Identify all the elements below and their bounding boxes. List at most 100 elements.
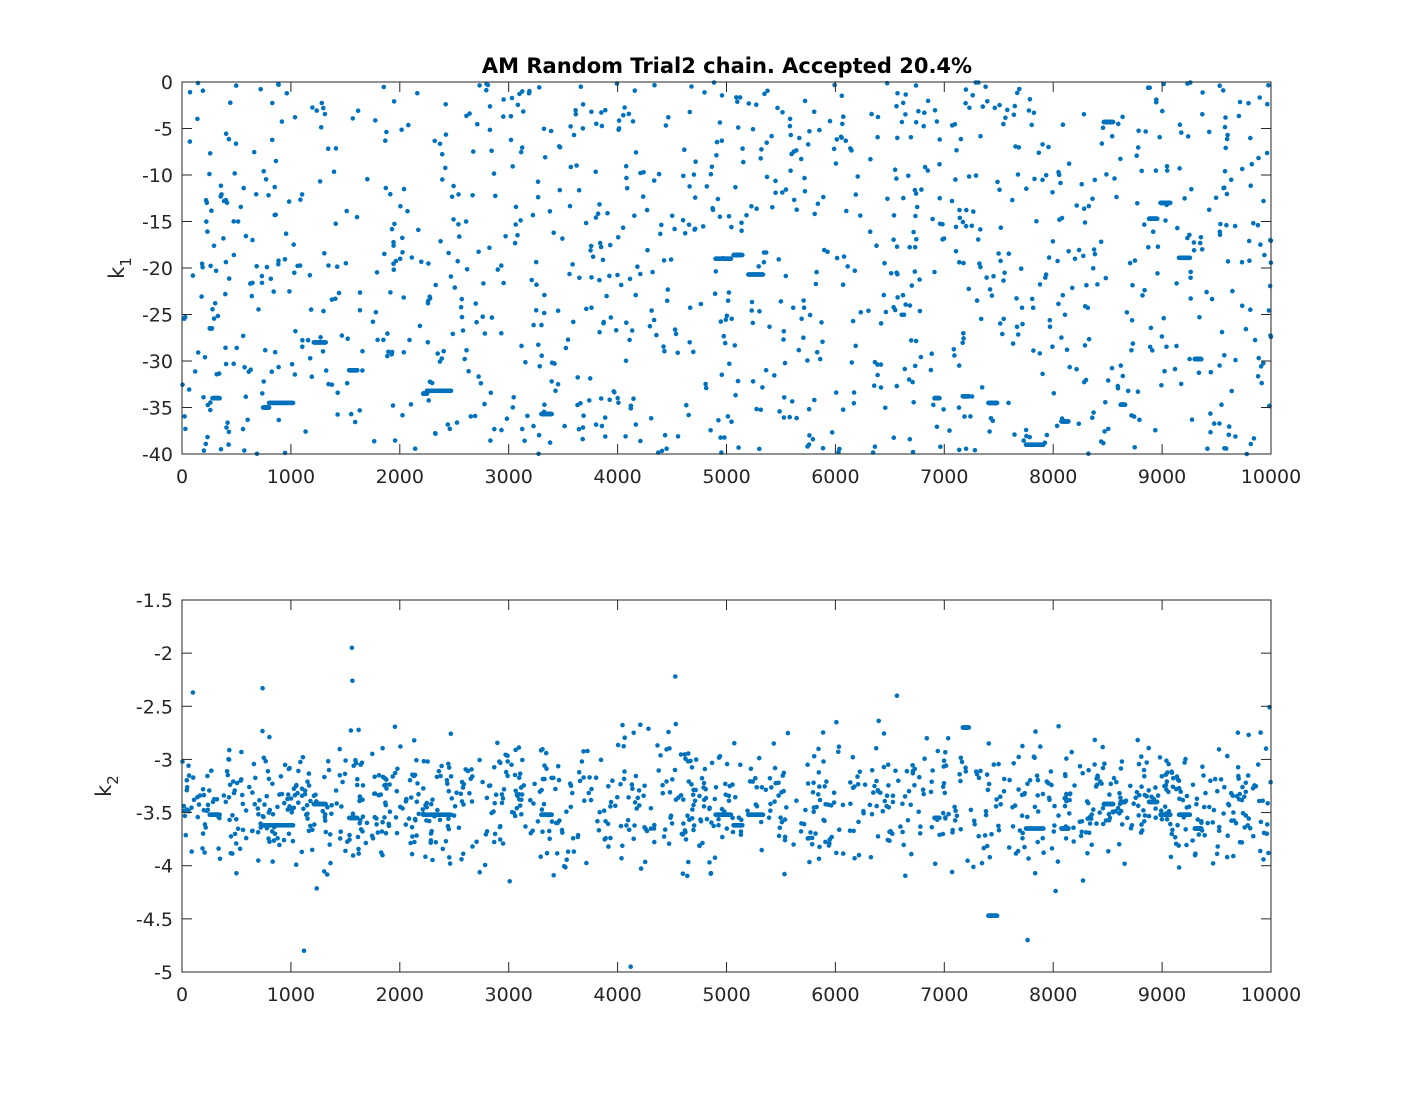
sample-point [998,225,1004,230]
sample-point [620,843,625,849]
sample-point [917,774,922,780]
sample-point [872,783,877,789]
sample-point [966,394,972,399]
sample-point [823,839,828,845]
sample-point [452,804,458,809]
sample-point [282,762,288,768]
sample-point [252,801,258,807]
sample-point [385,331,390,336]
sample-point [817,797,823,803]
sample-point [852,268,858,274]
sample-point [1159,817,1165,822]
sample-point [503,752,508,758]
sample-point [891,237,896,242]
sample-point [954,148,959,153]
sample-point [931,402,936,408]
sample-point [869,768,875,773]
sample-point [1255,222,1261,228]
sample-point [505,759,511,764]
sample-point [1146,745,1151,751]
sample-point [680,871,686,876]
sample-point [495,267,501,272]
sample-point [580,126,586,131]
sample-point [707,805,712,811]
sample-point [470,193,475,198]
sample-point [1091,807,1096,812]
sample-point [603,835,608,841]
sample-point [628,964,633,969]
sample-point [616,118,622,123]
sample-point [754,102,759,107]
sample-point [1011,112,1017,118]
sample-point [503,769,509,775]
sample-point [852,784,857,789]
sample-point [196,802,202,807]
sample-point [376,792,381,798]
sample-point [930,216,935,222]
sample-point [350,853,356,858]
sample-point [833,161,839,166]
sample-point [942,790,948,796]
sample-point [756,264,761,269]
sample-point [374,822,379,827]
sample-point [966,725,972,730]
sample-point [1035,777,1041,783]
sample-point [1052,803,1057,809]
sample-point [643,826,648,832]
sample-point [259,280,265,286]
sample-point [1216,747,1222,752]
sample-point [615,395,620,401]
k2-axis-label: k2 [92,775,122,797]
sample-point [1043,272,1049,277]
sample-point [961,260,966,266]
sample-point [911,400,916,405]
sample-point [1135,201,1140,206]
sample-point [432,138,438,144]
sample-point [195,794,200,800]
sample-point [1172,835,1178,840]
sample-point [1199,247,1205,252]
sample-point [987,854,993,860]
sample-point [1089,842,1094,848]
sample-point [1025,781,1030,787]
sample-point [883,309,889,315]
sample-point [260,685,265,691]
sample-point [477,869,483,875]
sample-point [708,171,714,177]
sample-point [1216,824,1222,830]
sample-point [1005,107,1010,113]
sample-point [978,227,983,232]
sample-point [632,800,638,805]
sample-point [951,347,957,352]
sample-point [261,379,267,384]
sample-point [1170,827,1175,833]
sample-point [802,175,807,181]
sample-point [659,222,664,228]
sample-point [767,776,773,781]
sample-point [548,128,554,134]
x-tick-label: 4000 [593,466,641,488]
sample-point [661,834,667,839]
sample-point [882,798,888,804]
sample-point [997,187,1002,193]
sample-point [816,746,821,752]
sample-point [409,851,415,857]
sample-point [375,830,381,835]
sample-point [306,771,312,776]
sample-point [208,400,213,405]
sample-point [1001,789,1007,794]
sample-point [664,298,670,304]
sample-point [1153,806,1158,811]
sample-point [451,183,456,189]
sample-point [1093,784,1099,789]
sample-point [1261,198,1266,204]
sample-point [685,873,690,879]
sample-point [184,787,190,793]
sample-point [994,400,1000,406]
sample-point [974,298,980,303]
sample-point [805,836,811,841]
sample-point [191,797,197,803]
sample-point [207,171,212,177]
sample-point [323,368,329,373]
sample-point [725,298,731,304]
